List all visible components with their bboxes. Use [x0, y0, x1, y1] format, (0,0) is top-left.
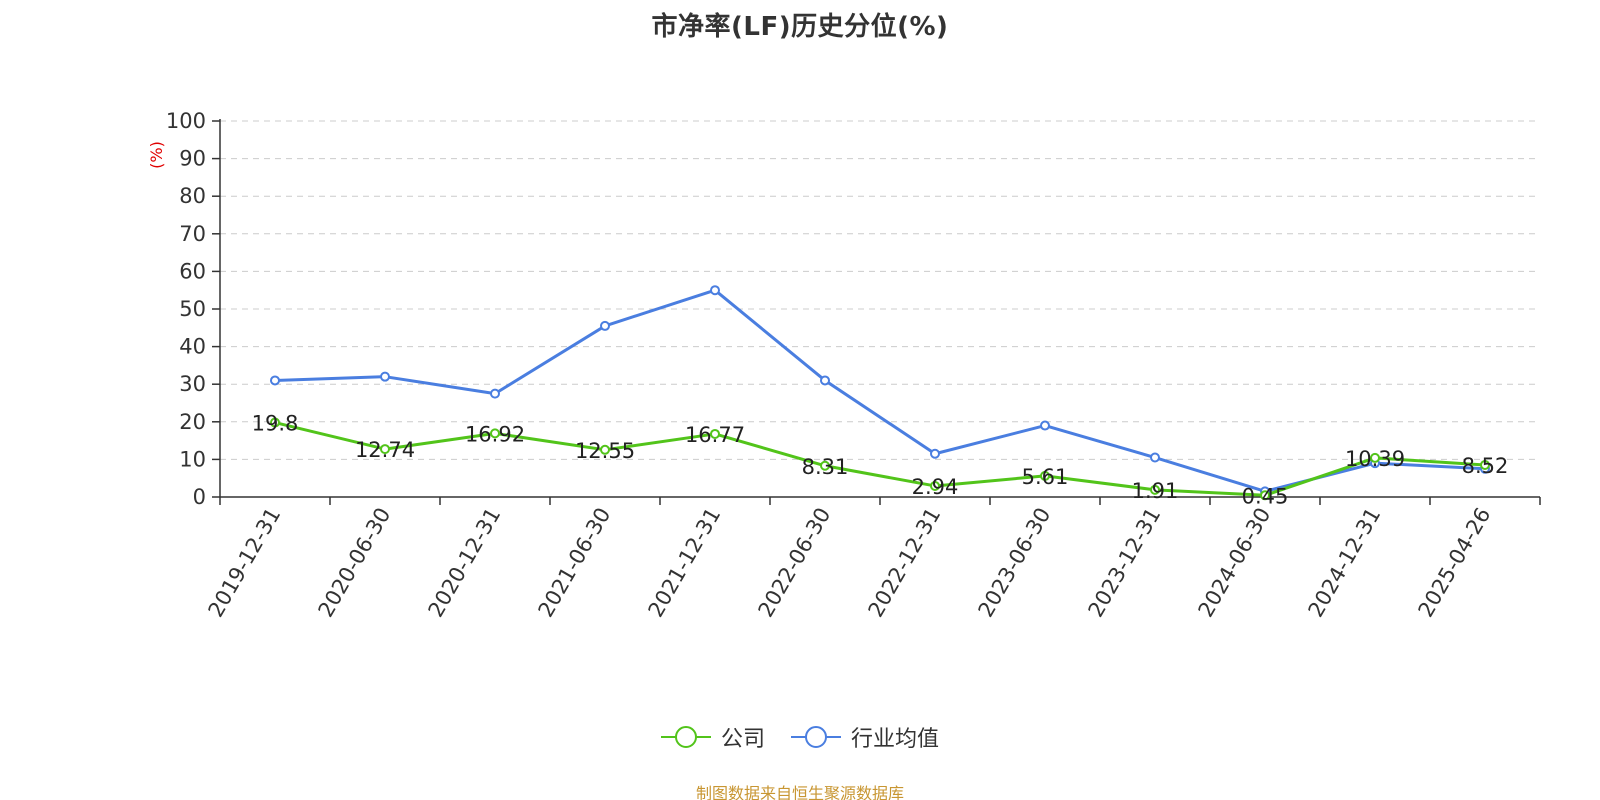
series-line-company [274, 421, 1486, 497]
y-tick-label: 80 [179, 184, 206, 208]
data-label-company: 12.55 [575, 439, 635, 463]
data-point-industry [380, 371, 390, 382]
data-label-company: 16.92 [465, 422, 525, 446]
data-point-industry [1150, 452, 1160, 463]
data-label-company: 10.39 [1345, 447, 1405, 471]
data-point-company [1480, 459, 1490, 470]
data-point-industry [490, 388, 500, 399]
y-tick-label: 30 [179, 372, 206, 396]
x-tick-label: 2023-06-30 [974, 504, 1056, 622]
data-point-company [820, 460, 830, 471]
series-line-industry [274, 288, 1486, 493]
data-point-industry [930, 448, 940, 459]
y-tick-label: 50 [179, 297, 206, 321]
y-tick-label: 20 [179, 410, 206, 434]
x-tick-label: 2022-12-31 [864, 504, 946, 622]
legend-swatch-industry-icon [791, 726, 841, 748]
data-label-company: 8.52 [1462, 454, 1509, 478]
data-label-company: 5.61 [1022, 465, 1069, 489]
x-tick-label: 2021-12-31 [644, 504, 726, 622]
data-label-company: 19.8 [252, 412, 299, 436]
x-tick-label: 2021-06-30 [534, 504, 616, 622]
y-tick-label: 40 [179, 335, 206, 359]
legend-item-industry[interactable]: 行业均值 [791, 721, 939, 753]
data-point-industry [1040, 420, 1050, 431]
x-tick-label: 2024-06-30 [1194, 504, 1276, 622]
y-tick-label: 100 [166, 109, 206, 133]
data-point-industry [600, 320, 610, 331]
source-note: 制图数据来自恒生聚源数据库 [695, 784, 904, 800]
data-label-company: 2.94 [912, 475, 959, 499]
data-label-company: 8.31 [802, 455, 849, 479]
y-tick-label: 90 [179, 147, 206, 171]
data-label-company: 12.74 [355, 438, 415, 462]
data-point-company [710, 428, 720, 439]
data-point-company [1370, 452, 1380, 463]
legend-label-company: 公司 [720, 727, 765, 752]
legend-item-company[interactable]: 公司 [660, 721, 765, 753]
legend-label-industry: 行业均值 [851, 727, 940, 752]
x-tick-label: 2025-04-26 [1414, 504, 1496, 622]
data-point-company [380, 444, 390, 455]
y-tick-label: 0 [193, 485, 206, 509]
y-tick-label: 60 [179, 259, 206, 283]
y-tick-label: 10 [179, 447, 206, 471]
data-point-company [600, 444, 610, 455]
x-tick-label: 2024-12-31 [1304, 504, 1386, 622]
legend-swatch-company-icon [660, 726, 711, 748]
chart-title: 市净率(LF)历史分位(%) [651, 12, 949, 42]
x-tick-label: 2020-06-30 [314, 504, 396, 622]
data-point-industry [270, 375, 280, 386]
data-point-company [1260, 490, 1270, 501]
data-point-company [1040, 470, 1050, 481]
data-label-company: 16.77 [685, 423, 745, 447]
data-point-company [490, 428, 500, 439]
data-point-company [1150, 484, 1160, 495]
x-tick-label: 2019-12-31 [204, 504, 286, 622]
data-point-industry [710, 285, 720, 296]
data-point-company [930, 480, 940, 491]
data-label-company: 1.91 [1132, 479, 1179, 503]
data-point-company [270, 417, 280, 428]
data-label-company: 0.45 [1242, 484, 1289, 508]
x-tick-label: 2023-12-31 [1084, 504, 1166, 622]
x-tick-label: 2020-12-31 [424, 504, 506, 622]
data-point-industry [820, 375, 830, 386]
y-tick-label: 70 [179, 222, 206, 246]
legend: 公司 行业均值 [0, 721, 1600, 753]
y-axis-label: (%) [147, 141, 166, 169]
x-tick-label: 2022-06-30 [754, 504, 836, 622]
